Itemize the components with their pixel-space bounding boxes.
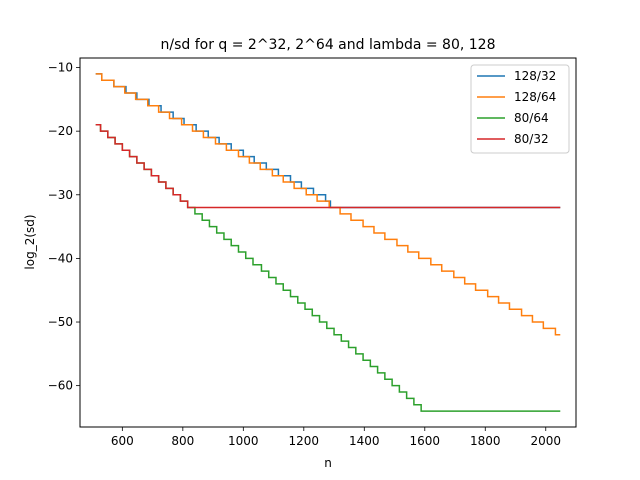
series-line-3 [95,124,561,209]
x-axis-label: n [324,456,332,470]
y-tick-label: −20 [48,124,73,138]
legend-label-3: 80/32 [514,132,549,146]
series-line-1 [95,73,561,336]
legend-label-1: 128/64 [514,90,556,104]
y-axis: −10 −20 −30 −40 −50 −60 [48,61,80,393]
x-tick-label: 1800 [470,434,501,448]
plot-lines [95,73,561,412]
y-tick-label: −30 [48,188,73,202]
plot-frame [79,57,577,428]
legend-box [470,64,570,154]
y-tick-label: −60 [48,379,73,393]
x-tick-label: 2000 [530,434,561,448]
chart-title: n/sd for q = 2^32, 2^64 and lambda = 80,… [160,37,495,53]
y-tick-label: −40 [48,251,73,265]
x-tick-label: 1200 [289,434,320,448]
legend: 128/32 128/64 80/64 80/32 [470,64,570,154]
x-tick-label: 1000 [228,434,259,448]
x-tick-label: 600 [111,434,134,448]
legend-label-0: 128/32 [514,69,556,83]
x-tick-label: 1400 [349,434,380,448]
y-tick-label: −50 [48,315,73,329]
y-axis-label: log_2(sd) [23,214,37,269]
legend-label-2: 80/64 [514,111,549,125]
x-axis: 600 800 1000 1200 1400 1600 1800 2000 [111,427,561,448]
x-tick-label: 800 [171,434,194,448]
y-tick-label: −10 [48,61,73,75]
x-tick-label: 1600 [410,434,441,448]
